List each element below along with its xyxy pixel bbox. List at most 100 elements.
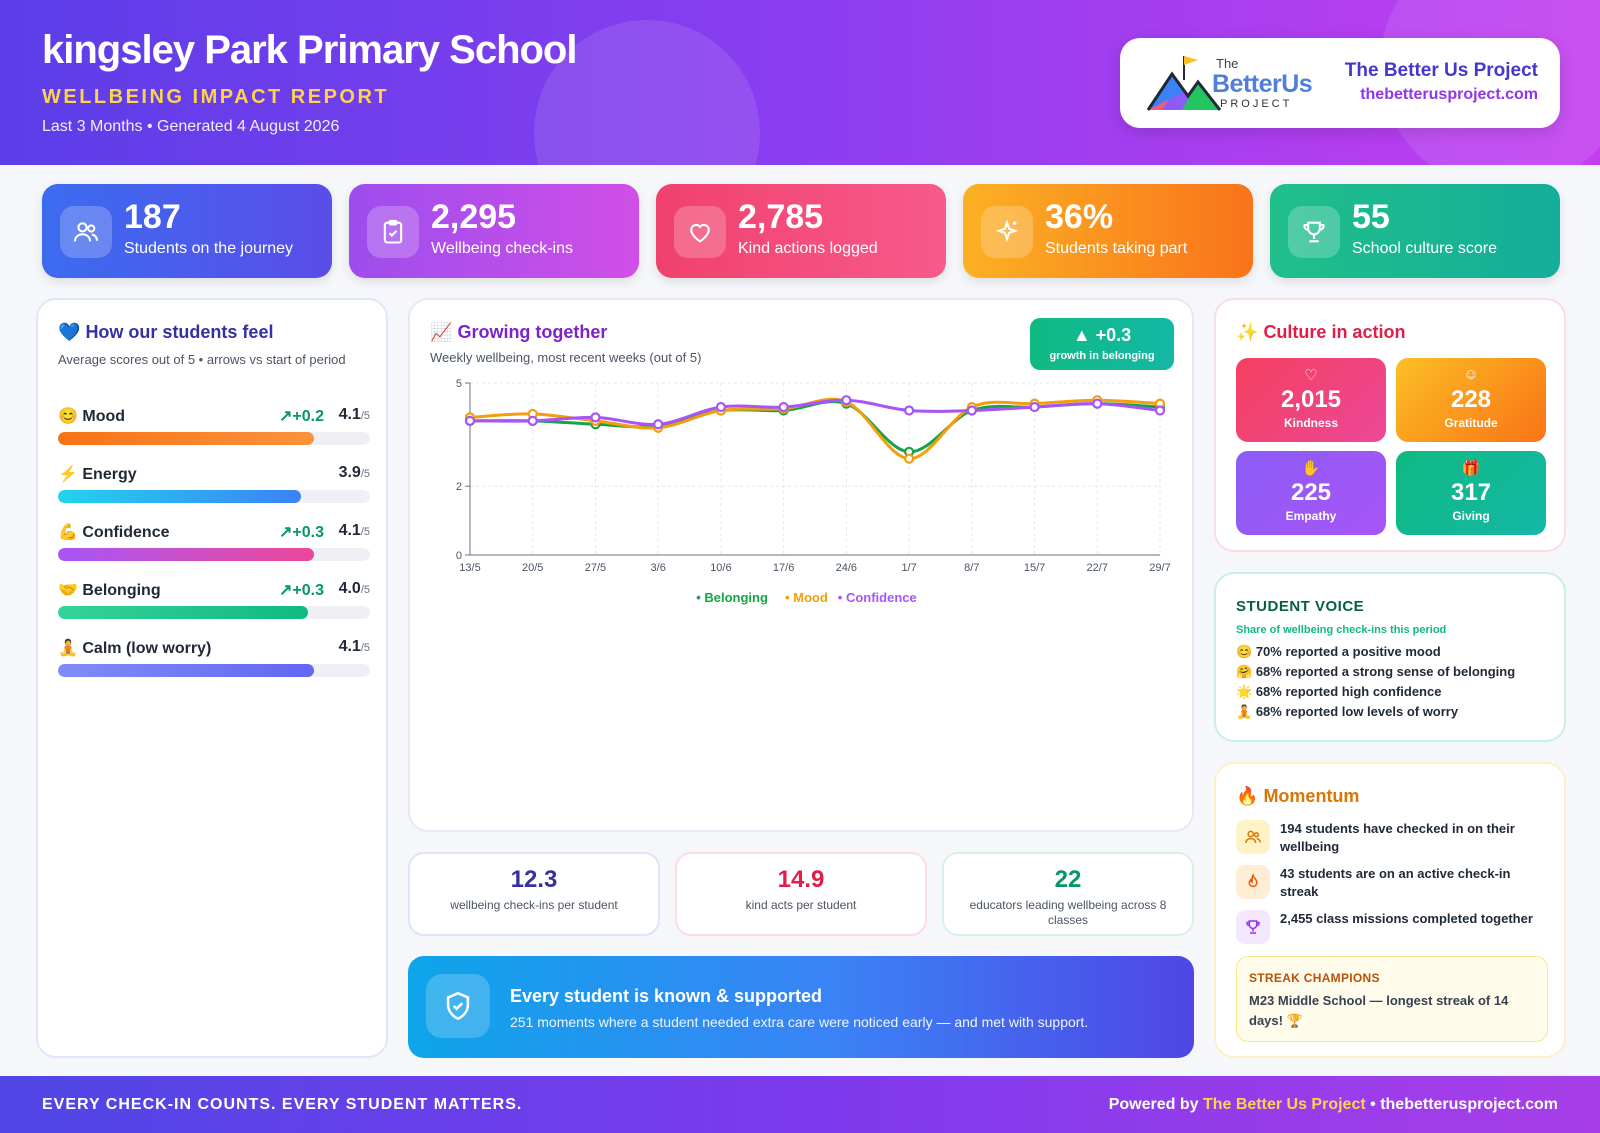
- brand-url[interactable]: thebetterusproject.com: [1360, 86, 1538, 103]
- stat-label: Students on the journey: [124, 240, 294, 257]
- feel-bar: [58, 548, 370, 561]
- mini-stat-value: 14.9: [777, 866, 825, 893]
- flame-icon: [1236, 865, 1270, 899]
- voice-item: 🧘 68% reported low levels of worry: [1236, 704, 1459, 719]
- chart-series-line-belonging: [469, 400, 1161, 454]
- streak-champions-text: M23 Middle School — longest streak of 14…: [1249, 993, 1509, 1028]
- line-chart: 5 2 013/5 20/5 27/5 3/6 10/6 17/6 24/6 1/7 8/7 15/7…: [456, 378, 1171, 605]
- chart-legend-item: • Belonging: [696, 590, 768, 605]
- chart-x-tick-label: 27/5: [585, 562, 606, 574]
- logo-text-betterus: BetterUs: [1212, 70, 1313, 98]
- momentum-item: 2,455 class missions completed together: [1280, 911, 1533, 926]
- feel-bar: [58, 606, 370, 619]
- feel-subtitle: Average scores out of 5 • arrows vs star…: [58, 352, 346, 367]
- heart-icon: ♡: [1304, 367, 1318, 384]
- stat-value: 2,295: [431, 198, 517, 236]
- feel-bar-fill: [58, 490, 302, 503]
- growth-badge-value: ▲ +0.3: [1072, 325, 1132, 345]
- voice-item: 🌟 68% reported high confidence: [1236, 684, 1442, 699]
- feel-score: 4.0/5: [338, 580, 370, 597]
- feel-label: 🧘 Calm (low worry): [58, 640, 212, 657]
- stat-label: Kind actions logged: [738, 240, 878, 257]
- feel-score: 4.1/5: [338, 522, 370, 539]
- growth-badge-label: growth in belonging: [1049, 350, 1155, 362]
- mini-stat-kind-acts: 14.9 kind acts per student: [675, 852, 927, 936]
- growing-title: 📈 Growing together: [430, 322, 608, 342]
- mini-stat-value: 22: [1054, 866, 1082, 893]
- people-icon: [60, 206, 112, 258]
- stat-card-participation: 36% Students taking part: [963, 184, 1253, 278]
- culture-value: 2,015: [1280, 386, 1342, 413]
- footer-tagline: EVERY CHECK-IN COUNTS. EVERY STUDENT MAT…: [42, 1096, 523, 1113]
- chart-point-confidence: [715, 401, 727, 413]
- feel-bar: [58, 490, 370, 503]
- growing-panel: 📈 Growing together Weekly wellbeing, mos…: [408, 298, 1194, 832]
- report-header: kingsley Park Primary School WELLBEING I…: [0, 0, 1600, 165]
- chart-point-confidence: [1029, 401, 1040, 413]
- chart-point-confidence: [527, 415, 538, 426]
- momentum-item: 194 students have checked in on their we…: [1280, 821, 1515, 854]
- chart-y-tick-label: 0: [456, 550, 462, 562]
- chart-point-confidence: [966, 405, 977, 416]
- feel-row-confidence: 💪 Confidence ↗+0.3 4.1/5: [58, 520, 370, 570]
- chart-point-confidence: [1092, 398, 1103, 409]
- chart-x-tick-label: 22/7: [1087, 562, 1108, 574]
- chart-x-tick-label: 3/6: [651, 562, 666, 574]
- stat-value: 187: [124, 198, 181, 236]
- report-title: WELLBEING IMPACT REPORT: [42, 86, 390, 108]
- stat-label: Wellbeing check-ins: [431, 240, 573, 257]
- mini-stat-checkins: 12.3 wellbeing check-ins per student: [408, 852, 660, 936]
- shield-check-icon: [426, 974, 490, 1038]
- report-period: Last 3 Months • Generated 4 August 2026: [42, 118, 340, 135]
- feel-label: 💪 Confidence: [58, 524, 170, 541]
- feel-score: 4.1/5: [338, 638, 370, 655]
- gift-icon: 🎁: [1461, 460, 1481, 477]
- culture-label: Gratitude: [1444, 416, 1498, 430]
- momentum-title: 🔥 Momentum: [1236, 786, 1360, 806]
- stat-value: 36%: [1045, 198, 1114, 236]
- trophy-icon: [1288, 206, 1340, 258]
- streak-champions-title: STREAK CHAMPIONS: [1249, 971, 1380, 985]
- brand-card[interactable]: The BetterUs PROJECT The Better Us Proje…: [1120, 38, 1560, 128]
- feel-label: 😊 Mood: [58, 408, 126, 425]
- stat-card-culture-score: 55 School culture score: [1270, 184, 1560, 278]
- trophy-icon: [1236, 910, 1270, 944]
- chart-y-tick-label: 5: [456, 378, 462, 390]
- feel-row-energy: ⚡ Energy 3.9/5: [58, 462, 370, 512]
- feel-bar-fill: [58, 432, 314, 445]
- footer-powered-by: Powered by The Better Us Project • thebe…: [1108, 1096, 1558, 1113]
- chart-x-tick-label: 17/6: [773, 562, 794, 574]
- feel-panel: 💙 How our students feel Average scores o…: [36, 298, 388, 1058]
- feel-delta: ↗+0.2: [279, 408, 324, 425]
- logo-text-the: The: [1216, 56, 1239, 71]
- clipboard-check-icon: [367, 206, 419, 258]
- culture-label: Giving: [1452, 509, 1490, 523]
- culture-value: 225: [1290, 479, 1332, 506]
- feel-label: ⚡ Energy: [58, 466, 137, 483]
- growth-badge: ▲ +0.3 growth in belonging: [1030, 318, 1174, 370]
- chart-point-confidence: [1154, 405, 1166, 416]
- chart-point-confidence: [841, 395, 852, 406]
- culture-value: 228: [1450, 386, 1492, 413]
- chart-x-tick-label: 29/7: [1149, 562, 1170, 574]
- chart-x-tick-label: 15/7: [1024, 562, 1045, 574]
- culture-label: Kindness: [1283, 416, 1338, 430]
- mini-stat-educators: 22 educators leading wellbeing across 8 …: [942, 852, 1194, 936]
- smile-icon: ☺: [1463, 366, 1479, 383]
- culture-panel: ✨ Culture in action ♡ 2,015 Kindness ☺ 2…: [1214, 298, 1566, 552]
- momentum-panel: 🔥 Momentum 194 students have checked in …: [1214, 762, 1566, 1058]
- voice-subtitle: Share of wellbeing check-ins this period: [1236, 624, 1447, 636]
- feel-score: 4.1/5: [338, 406, 370, 423]
- chart-point-confidence: [590, 412, 601, 423]
- feel-row-belonging: 🤝 Belonging ↗+0.3 4.0/5: [58, 578, 370, 628]
- chart-point-confidence: [778, 401, 789, 413]
- feel-bar: [58, 664, 370, 677]
- chart-x-tick-label: 10/6: [710, 562, 731, 574]
- brand-name: The Better Us Project: [1344, 60, 1538, 81]
- chart-series-line-confidence: [469, 398, 1161, 427]
- stat-label: School culture score: [1352, 240, 1497, 257]
- footer-brand-link[interactable]: The Better Us Project: [1202, 1096, 1366, 1113]
- footer-url-link[interactable]: thebetterusproject.com: [1380, 1096, 1558, 1113]
- chart-point-mood: [903, 453, 915, 464]
- feel-row-calm: 🧘 Calm (low worry) 4.1/5: [58, 636, 370, 686]
